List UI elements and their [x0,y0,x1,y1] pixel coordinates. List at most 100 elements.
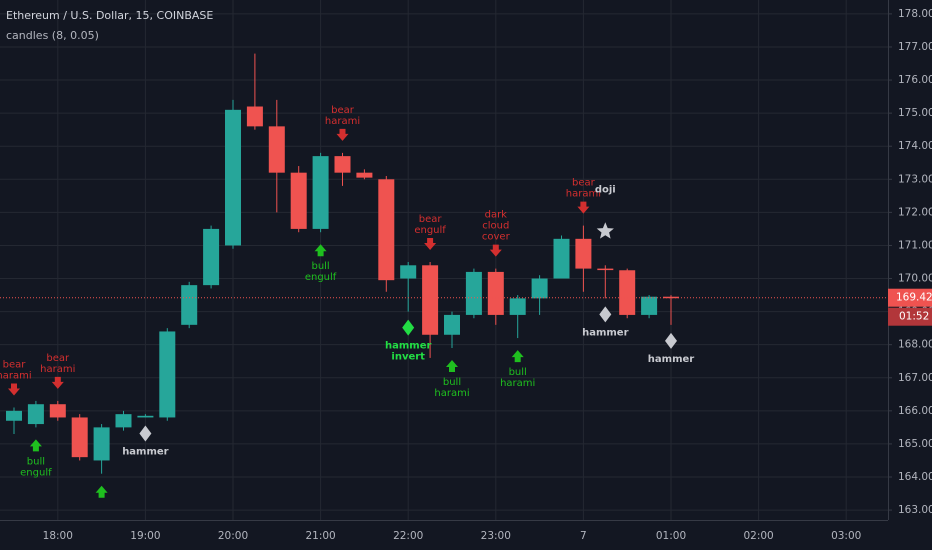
grid [0,0,888,520]
x-tick-label: 21:00 [305,530,335,542]
candle-body [553,238,570,279]
pattern-label: harami [0,371,32,382]
candle-body [378,179,395,281]
pattern-marker [336,128,349,141]
last-price-label: 169.42 [896,292,932,304]
pattern-label: bear [331,105,355,116]
y-tick-label: 173.00 [898,173,932,185]
pattern-label: hammer [385,341,431,352]
x-tick-label: 20:00 [218,530,248,542]
y-tick-label: 170.00 [898,273,932,285]
pattern-marker [599,306,612,323]
x-tick-label: 7 [580,530,587,542]
candle-body [597,268,614,271]
candle-body [641,296,658,315]
pattern-label: hammer [648,354,694,365]
pattern-marker [489,244,502,257]
candle-body [268,126,285,173]
x-tick-label: 18:00 [43,530,73,542]
y-tick-label: 164.00 [898,471,932,483]
candle-body [115,414,132,428]
y-tick-label: 168.00 [898,339,932,351]
pattern-label: bear [3,360,27,371]
candle-body [27,404,44,425]
pattern-label: doji [595,184,616,195]
axes: 163.00 164.00 165.00 166.00 167.00 168.00 169.… [43,8,932,542]
pattern-marker [29,439,42,452]
candle-body [203,228,220,286]
last-price-box [888,288,932,307]
x-tick-label: 23:00 [481,530,511,542]
pattern-label: harami [566,189,601,200]
candle-body [225,109,241,246]
x-tick-label: 19:00 [130,530,160,542]
pattern-label: bull [509,367,527,378]
indicator-label: candles (8, 0.05) [6,29,99,42]
y-tick-label: 166.00 [898,405,932,417]
candle-body [93,427,110,461]
chart-title: Ethereum / U.S. Dollar, 15, COINBASE [6,9,213,22]
pattern-label: engulf [414,225,446,236]
pattern-label: bull [311,261,329,272]
pattern-marker [511,350,524,363]
pattern-label: dark [485,210,508,221]
candle-body [663,296,679,299]
candle-body [531,278,548,299]
y-tick-label: 178.00 [898,8,932,20]
pattern-label: cover [482,232,511,243]
y-tick-label: 163.00 [898,504,932,516]
pattern-label: cloud [482,221,509,232]
candle-body [487,271,504,315]
pattern-marker [577,201,590,214]
candle-body [509,298,526,315]
pattern-marker [314,244,327,257]
candle-body [6,410,22,421]
pattern-label: bull [443,377,461,388]
pattern-marker [8,383,20,396]
pattern-marker [446,359,458,372]
y-tick-label: 176.00 [898,74,932,86]
pattern-marker [139,425,152,442]
candle-body [619,270,636,315]
plot: bearharamibullengulfbearharamihammerbull… [0,53,888,498]
pattern-label: harami [40,364,75,375]
pattern-label: invert [391,352,425,363]
pattern-label: bear [419,214,443,225]
candle-body [465,271,482,315]
candle-body [137,415,154,418]
y-tick-label: 171.00 [898,239,932,251]
pattern-label: hammer [582,327,628,338]
countdown-box [888,307,932,326]
y-tick-label: 175.00 [898,107,932,119]
x-tick-label: 22:00 [393,530,423,542]
pattern-label: engulf [305,272,337,283]
pattern-marker [402,319,415,336]
pattern-label: bull [27,456,45,467]
candle-body [181,285,198,325]
x-tick-label: 03:00 [831,530,861,542]
candle-body [422,265,439,335]
candle-body [246,106,263,127]
candle-body [159,331,176,418]
candle-body [71,417,88,458]
pattern-label: engulf [20,467,52,478]
pattern-marker [665,332,677,349]
candle-body [312,156,329,229]
pattern-label: bear [572,178,596,189]
candle-body [400,265,417,279]
candle-body [444,314,460,335]
countdown-label: 01:52 [899,311,929,323]
pattern-label: harami [325,116,360,127]
pattern-label: harami [500,378,535,389]
pattern-label: bear [46,353,70,364]
y-tick-label: 165.00 [898,438,932,450]
candle-body [356,172,373,178]
x-tick-label: 01:00 [656,530,686,542]
x-tick-label: 02:00 [743,530,773,542]
candle-body [290,172,307,229]
y-tick-label: 172.00 [898,206,932,218]
pattern-label: hammer [122,446,168,457]
pattern-marker [424,237,437,250]
pattern-marker [596,222,614,239]
